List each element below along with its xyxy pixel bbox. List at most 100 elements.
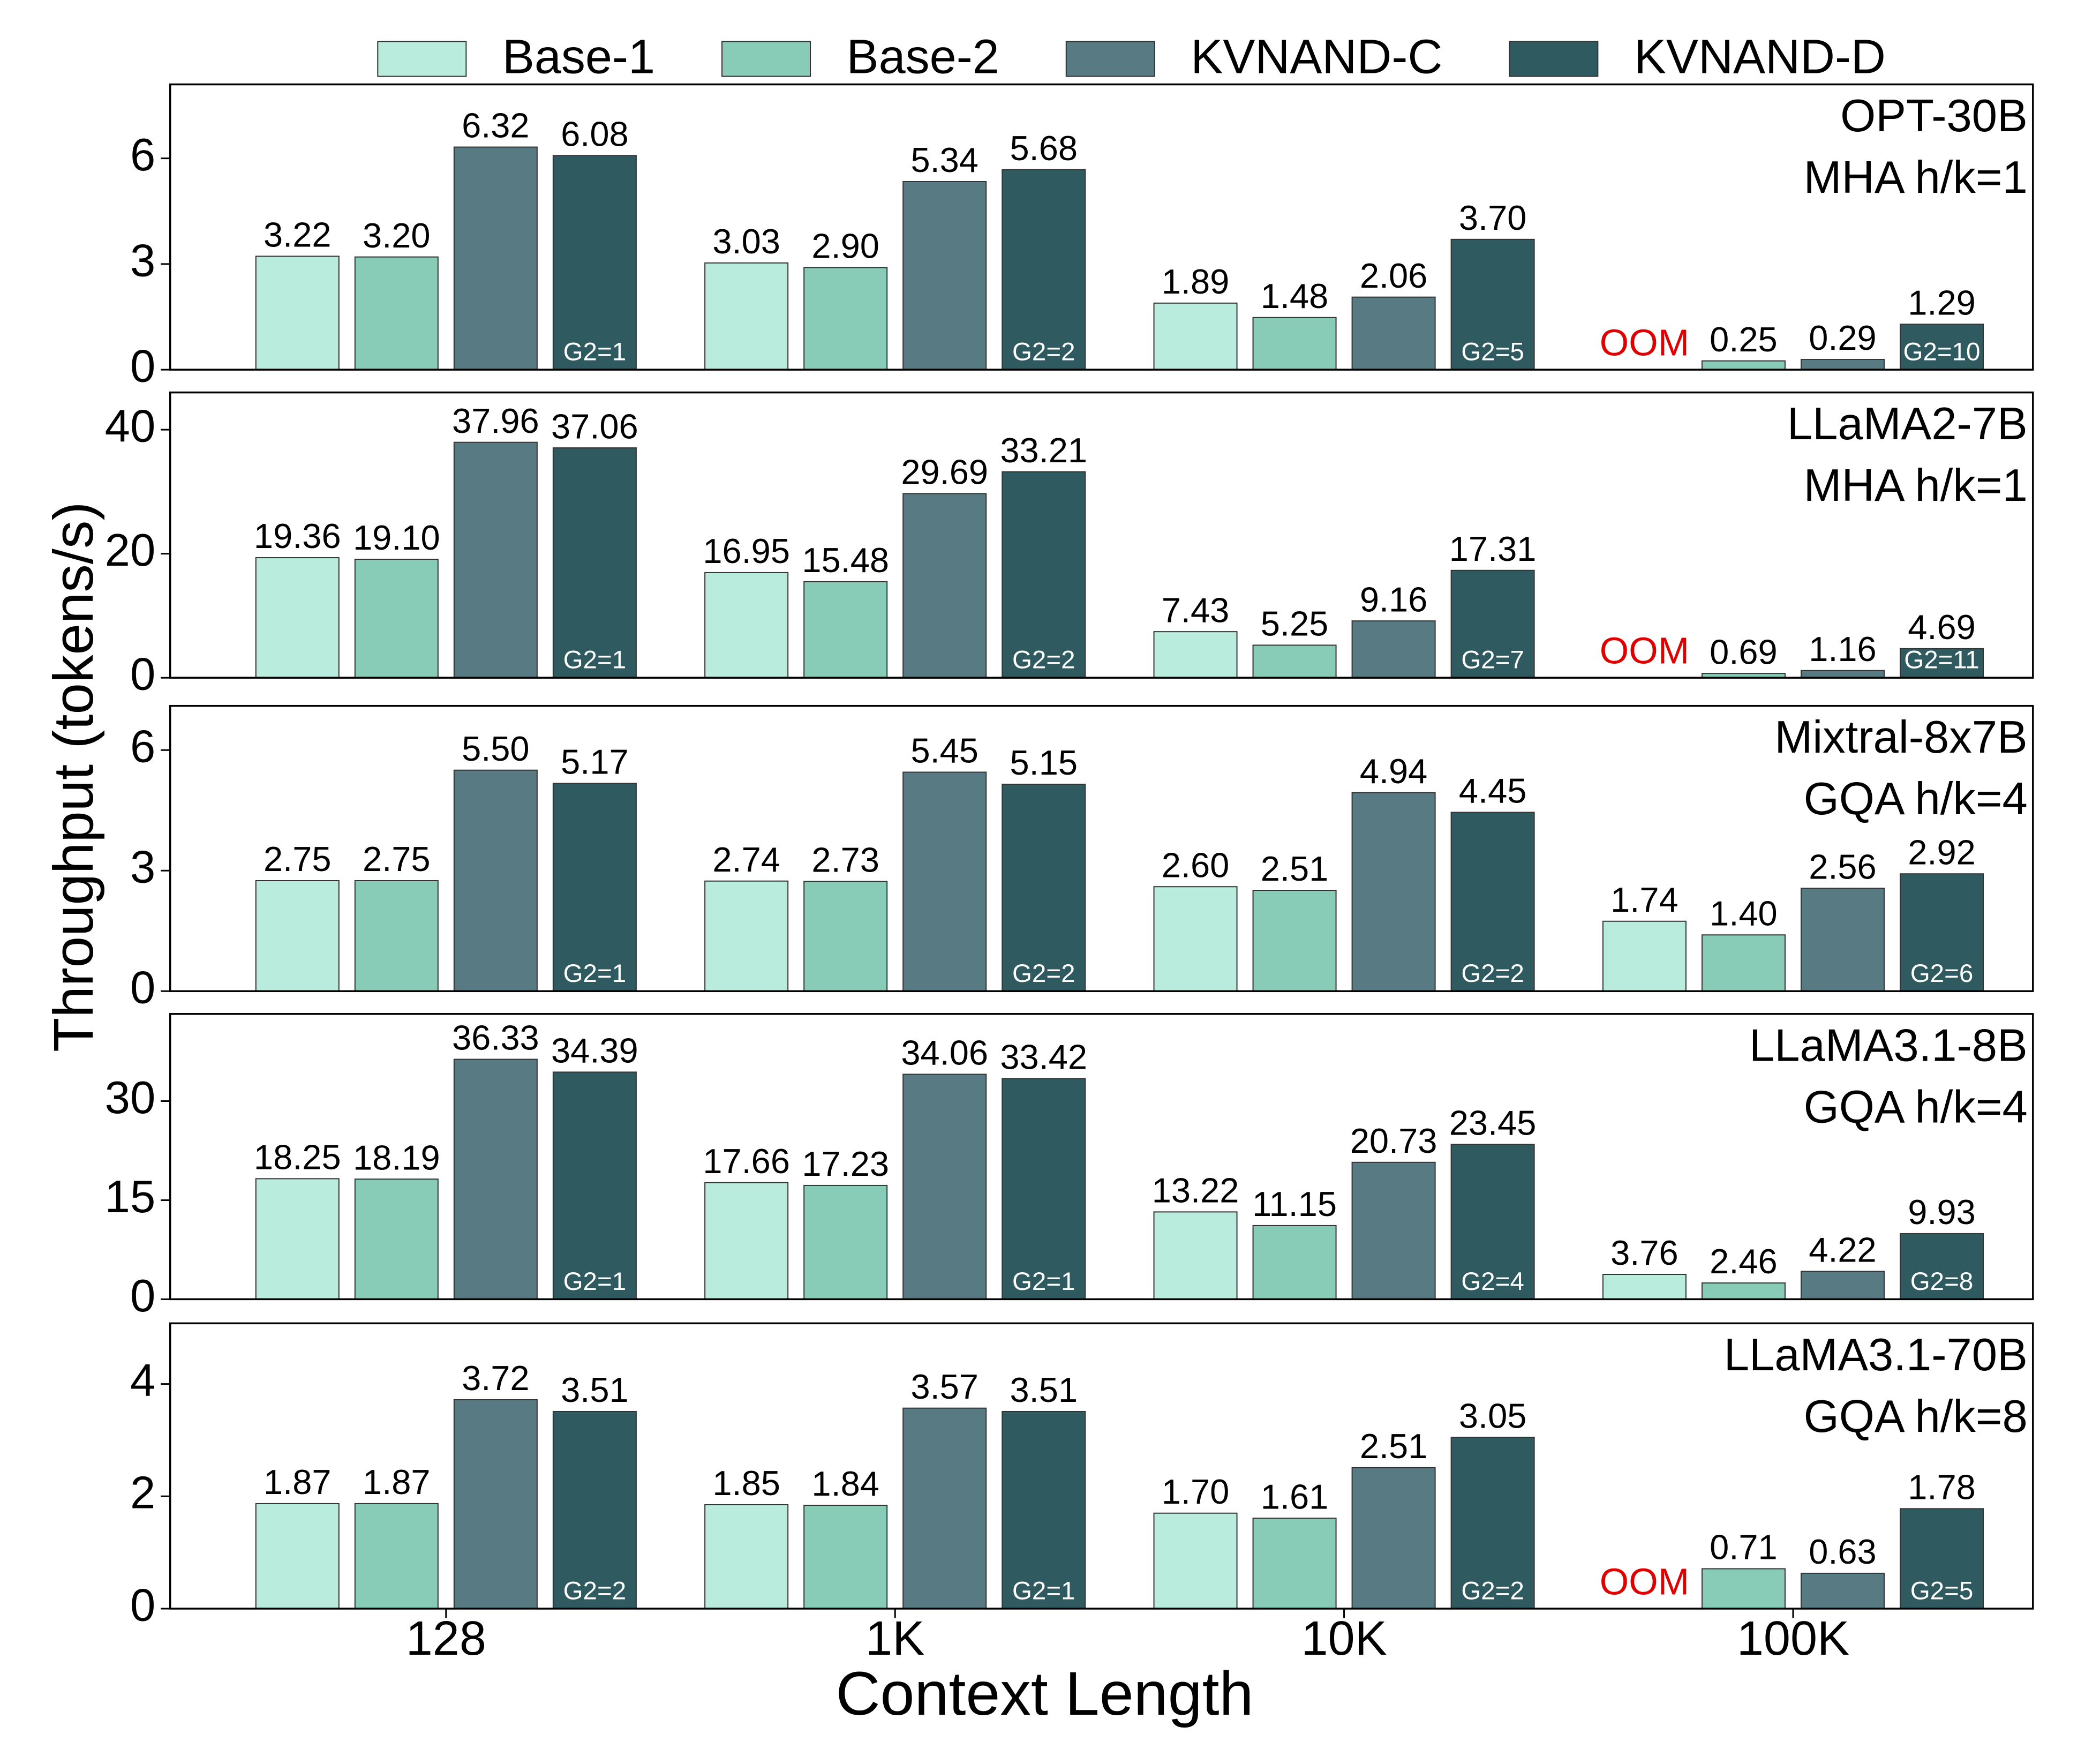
group-label: G2=8 xyxy=(1910,1267,1974,1296)
bar xyxy=(552,783,637,992)
panel-frame xyxy=(169,1322,2034,1610)
bar xyxy=(1153,1512,1238,1609)
bar xyxy=(1450,1144,1535,1300)
bar xyxy=(1153,631,1238,679)
bar xyxy=(255,256,340,371)
value-label: 5.45 xyxy=(910,731,979,770)
bar xyxy=(354,1503,439,1609)
legend-swatch xyxy=(1065,41,1155,77)
group-label: G2=6 xyxy=(1910,959,1974,988)
bar xyxy=(1351,620,1436,679)
bar xyxy=(255,880,340,992)
value-label: 15.48 xyxy=(802,541,889,580)
value-label: 3.70 xyxy=(1459,198,1527,237)
value-label: 17.31 xyxy=(1449,529,1537,568)
bar xyxy=(354,256,439,371)
group-label: G2=5 xyxy=(1910,1577,1974,1605)
bar xyxy=(1899,324,1984,371)
group-label: G2=11 xyxy=(1904,646,1979,674)
bar xyxy=(1153,886,1238,992)
value-label: 4.94 xyxy=(1360,752,1428,791)
value-label: 3.51 xyxy=(561,1370,629,1409)
bar xyxy=(704,1182,789,1300)
value-label: 2.51 xyxy=(1360,1427,1428,1466)
bar xyxy=(1252,317,1337,371)
bar xyxy=(803,267,888,371)
panel-frame xyxy=(169,83,2034,371)
y-tick-label: 20 xyxy=(105,525,156,576)
group-label: G2=4 xyxy=(1461,1267,1524,1296)
bar xyxy=(902,181,987,371)
y-tick-label: 30 xyxy=(105,1072,156,1123)
value-label: 0.71 xyxy=(1710,1528,1778,1567)
group-label: G2=1 xyxy=(1012,1267,1075,1296)
group-label: G2=1 xyxy=(563,959,627,988)
panel-title: GQA h/k=8 xyxy=(1804,1391,2028,1442)
value-label: 36.33 xyxy=(452,1018,539,1057)
legend-swatch xyxy=(721,41,811,77)
group-label: G2=2 xyxy=(1012,338,1075,366)
bar xyxy=(1002,1078,1086,1300)
missing-label: OOM xyxy=(1600,630,1689,672)
group-label: G2=2 xyxy=(1012,646,1075,674)
value-label: 1.40 xyxy=(1710,894,1778,933)
value-label: 4.45 xyxy=(1459,771,1527,810)
value-label: 6.32 xyxy=(462,106,530,145)
value-label: 2.60 xyxy=(1162,845,1230,884)
value-label: 0.25 xyxy=(1710,320,1778,359)
y-tick-label: 6 xyxy=(130,722,155,772)
bar xyxy=(453,1059,538,1300)
panel-frame xyxy=(169,391,2034,679)
bar xyxy=(1351,1467,1436,1609)
bar xyxy=(1800,670,1885,679)
bar xyxy=(1351,1161,1436,1300)
value-label: 1.84 xyxy=(811,1464,879,1503)
group-label: G2=2 xyxy=(1012,959,1075,988)
value-label: 17.66 xyxy=(703,1142,790,1181)
bar xyxy=(453,1399,538,1609)
y-axis-label: Throughput (tokens/s) xyxy=(42,502,105,1052)
bar xyxy=(453,441,538,679)
bar xyxy=(354,559,439,679)
bar xyxy=(552,1410,637,1609)
legend-swatch xyxy=(377,41,467,77)
y-tick-label: 0 xyxy=(130,341,155,392)
value-label: 6.08 xyxy=(561,115,629,154)
bar xyxy=(1899,873,1984,992)
value-label: 19.36 xyxy=(254,516,341,556)
value-label: 1.78 xyxy=(1908,1468,1976,1507)
group-label: G2=7 xyxy=(1461,646,1524,674)
bar xyxy=(453,146,538,371)
bar xyxy=(1899,648,1984,679)
value-label: 5.34 xyxy=(910,140,979,179)
panel-title: MHA h/k=1 xyxy=(1804,152,2028,203)
bar xyxy=(704,1504,789,1609)
legend-label: Base-2 xyxy=(847,30,999,84)
value-label: 34.06 xyxy=(901,1033,988,1072)
panel-title: GQA h/k=4 xyxy=(1804,1082,2028,1132)
value-label: 1.85 xyxy=(712,1463,780,1503)
value-label: 3.51 xyxy=(1010,1370,1078,1409)
value-label: 1.74 xyxy=(1610,880,1679,919)
value-label: 2.56 xyxy=(1809,847,1877,886)
panel-title: LLaMA3.1-8B xyxy=(1749,1020,2028,1071)
bar xyxy=(1800,888,1885,992)
y-tick-label: 6 xyxy=(130,130,155,181)
group-label: G2=2 xyxy=(563,1577,627,1605)
y-tick-label: 4 xyxy=(130,1355,155,1406)
panel-title: MHA h/k=1 xyxy=(1804,460,2028,511)
value-label: 3.03 xyxy=(712,222,780,261)
bar xyxy=(1002,471,1086,679)
value-label: 18.25 xyxy=(254,1138,341,1177)
value-label: 2.51 xyxy=(1261,849,1329,888)
bar xyxy=(1450,1437,1535,1609)
bar xyxy=(803,881,888,992)
y-tick-label: 2 xyxy=(130,1468,155,1519)
group-label: G2=5 xyxy=(1461,338,1524,366)
value-label: 3.20 xyxy=(363,216,431,255)
value-label: 33.21 xyxy=(1000,431,1087,470)
value-label: 3.05 xyxy=(1459,1396,1527,1435)
bar xyxy=(1252,890,1337,992)
value-label: 0.69 xyxy=(1710,632,1778,671)
